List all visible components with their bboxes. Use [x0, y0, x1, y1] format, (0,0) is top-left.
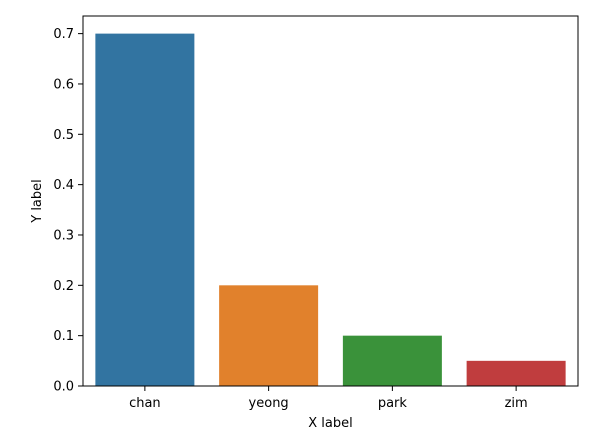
- y-tick-label: 0.2: [53, 279, 74, 294]
- bar-yeong: [219, 285, 319, 386]
- y-tick-label: 0.0: [53, 380, 74, 395]
- x-axis-label: X label: [308, 416, 352, 431]
- bars-group: [95, 33, 566, 386]
- x-tick-label: zim: [505, 396, 528, 411]
- y-tick-label: 0.6: [53, 77, 74, 92]
- y-axis-label: Y label: [30, 179, 45, 224]
- y-tick-label: 0.5: [53, 128, 74, 143]
- bar-chan: [95, 33, 195, 386]
- y-tick-label: 0.7: [53, 27, 74, 42]
- plot-frame: [82, 15, 579, 387]
- bar-zim: [466, 360, 566, 386]
- y-tick-label: 0.4: [53, 178, 74, 193]
- x-tick-label: park: [378, 396, 408, 411]
- y-axis: 0.0 0.1 0.2 0.3 0.4 0.5 0.6 0.7: [53, 27, 83, 395]
- bar-park: [342, 335, 442, 386]
- y-tick-label: 0.1: [53, 329, 74, 344]
- x-tick-label: yeong: [249, 396, 289, 411]
- y-tick-label: 0.3: [53, 228, 74, 243]
- x-tick-label: chan: [129, 396, 161, 411]
- x-axis: chan yeong park zim: [129, 386, 528, 411]
